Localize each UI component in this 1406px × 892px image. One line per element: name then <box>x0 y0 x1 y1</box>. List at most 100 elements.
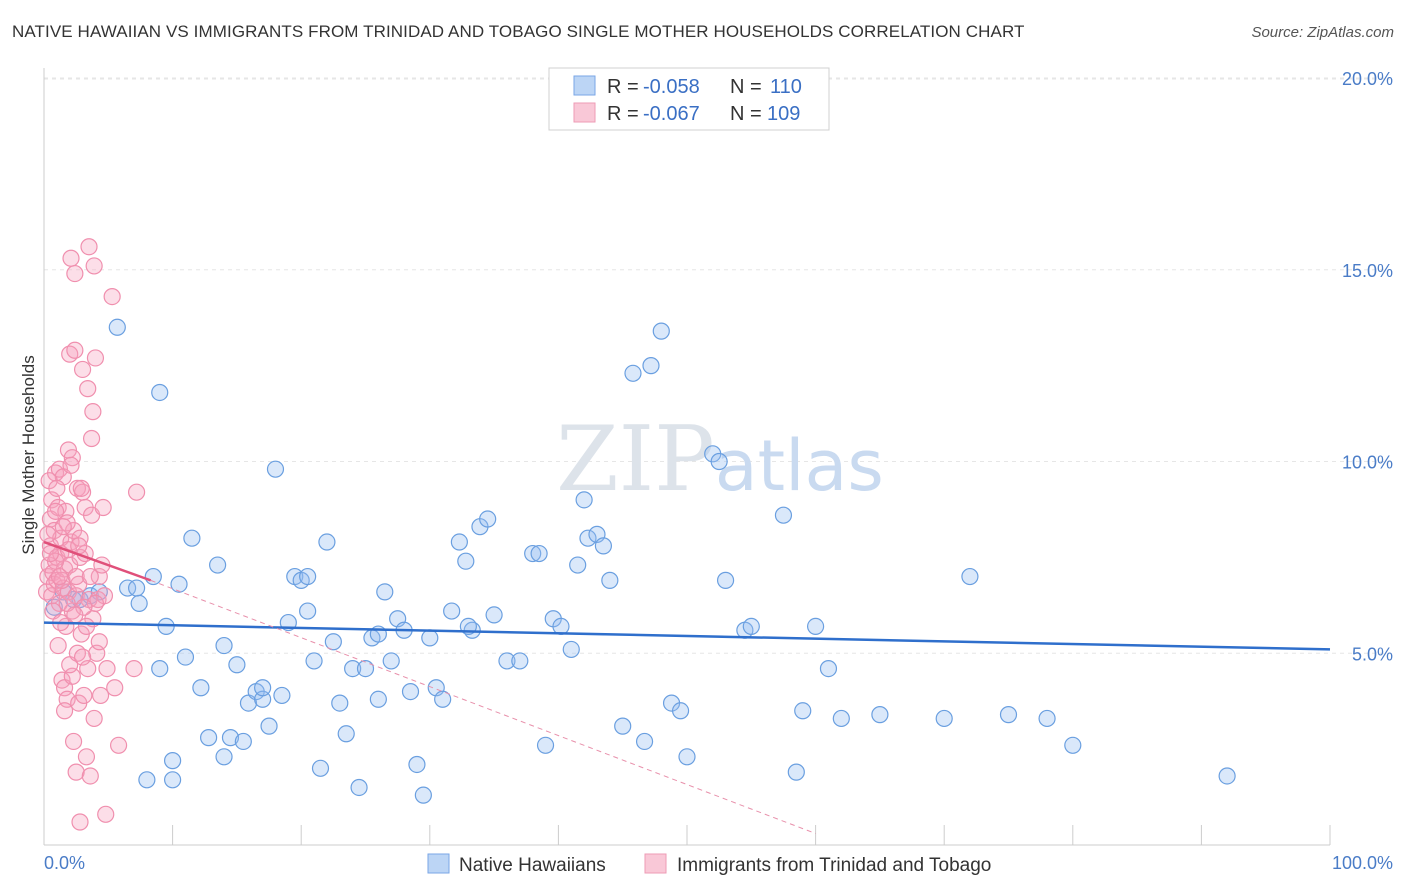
y-axis-label: Single Mother Households <box>19 355 38 554</box>
point-s0-23 <box>228 656 246 674</box>
point-s1-31 <box>62 249 80 267</box>
source-label: Source: ZipAtlas.com <box>1251 24 1394 41</box>
x-tick-label-0: 0.0% <box>44 853 85 873</box>
point-s0-92 <box>794 702 812 720</box>
point-s0-45 <box>369 690 387 708</box>
point-s0-93 <box>806 617 825 636</box>
point-s1-51 <box>77 748 96 766</box>
point-s1-48 <box>75 686 93 705</box>
point-s0-62 <box>485 606 503 624</box>
point-s0-67 <box>536 736 555 754</box>
x-tick-label-1: 100.0% <box>1332 853 1393 873</box>
y-tick-label-0: 5.0% <box>1352 644 1393 664</box>
legend-r-value-0: -0.058 <box>643 76 700 98</box>
legend-swatch-pink <box>573 102 596 123</box>
point-s0-19 <box>200 729 218 747</box>
stats-legend: R = -0.058 N = 110 R = -0.067 N = 109 <box>548 67 830 131</box>
point-s0-63 <box>498 652 516 670</box>
point-s1-84 <box>67 567 85 586</box>
point-s1-74 <box>106 679 124 697</box>
point-s0-98 <box>961 567 979 586</box>
trend-lines <box>43 540 1331 834</box>
point-s0-96 <box>871 706 889 724</box>
point-s0-106 <box>254 679 272 697</box>
y-tick-label-3: 20.0% <box>1342 69 1393 89</box>
point-s0-95 <box>832 709 850 728</box>
point-s0-81 <box>652 322 670 340</box>
bottom-legend-label-1: Immigrants from Trinidad and Tobago <box>677 855 991 876</box>
point-s0-15 <box>170 575 188 593</box>
chart-title: NATIVE HAWAIIAN VS IMMIGRANTS FROM TRINI… <box>12 22 1025 41</box>
point-s0-66 <box>530 544 548 563</box>
point-s1-89 <box>90 633 108 651</box>
legend-swatch-blue <box>573 75 596 96</box>
watermark: ZIPatlas <box>556 407 884 512</box>
point-s0-91 <box>787 763 805 781</box>
point-s1-87 <box>81 567 99 586</box>
series-legend: Native Hawaiians Immigrants from Trinida… <box>427 853 991 876</box>
point-s1-106 <box>66 606 84 624</box>
bottom-legend-label-0: Native Hawaiians <box>459 855 606 876</box>
point-s1-94 <box>55 702 74 720</box>
point-s0-86 <box>710 452 728 471</box>
watermark-zip: ZIP <box>556 407 715 512</box>
point-s0-72 <box>575 491 593 509</box>
point-s0-14 <box>164 752 182 770</box>
point-s0-20 <box>209 556 227 574</box>
point-s1-37 <box>66 341 84 359</box>
point-s1-90 <box>39 525 57 543</box>
point-s1-34 <box>64 732 83 751</box>
trend-line-native-hawaiians <box>43 621 1331 651</box>
tick-labels: 5.0% 10.0% 15.0% 20.0% 0.0% 100.0% <box>44 69 1393 873</box>
grid-lines <box>44 77 1390 654</box>
point-s0-90 <box>774 506 793 524</box>
point-s0-61 <box>479 510 497 528</box>
point-s0-37 <box>318 533 336 551</box>
trend-line-trinidad-extension <box>150 579 816 834</box>
point-s0-58 <box>457 552 475 570</box>
point-s0-50 <box>401 682 420 701</box>
point-s1-57 <box>82 429 101 448</box>
point-s0-51 <box>408 755 426 774</box>
point-s0-57 <box>450 533 468 551</box>
legend-r-label-1: R = <box>607 103 639 125</box>
point-s0-83 <box>671 702 690 720</box>
y-tick-label-1: 10.0% <box>1342 453 1393 473</box>
point-s1-61 <box>85 257 103 275</box>
point-s0-29 <box>266 460 285 478</box>
point-s0-77 <box>614 717 632 735</box>
point-s0-24 <box>234 732 252 751</box>
legend-n-label-1: N = <box>730 103 762 125</box>
point-s0-53 <box>421 629 439 647</box>
point-s0-97 <box>935 709 953 728</box>
trend-line-trinidad <box>43 540 152 582</box>
point-s0-12 <box>151 383 169 402</box>
point-s0-43 <box>356 659 375 678</box>
point-s1-44 <box>71 813 89 831</box>
point-s0-47 <box>382 652 400 670</box>
point-s0-7 <box>118 579 137 597</box>
point-s1-47 <box>73 360 92 379</box>
point-s0-99 <box>999 706 1018 724</box>
point-s1-92 <box>48 479 66 497</box>
point-s0-28 <box>260 717 278 735</box>
point-s0-55 <box>434 690 452 708</box>
point-s1-108 <box>73 648 92 666</box>
point-s0-105 <box>299 567 317 586</box>
point-s0-16 <box>176 648 195 666</box>
point-s0-108 <box>164 771 182 789</box>
point-s0-65 <box>524 544 542 563</box>
point-s0-9 <box>138 771 156 789</box>
point-s0-84 <box>678 748 696 766</box>
point-s1-62 <box>85 709 103 728</box>
point-s0-71 <box>569 556 587 574</box>
point-s0-64 <box>511 652 529 670</box>
legend-n-label-0: N = <box>730 76 762 98</box>
point-s0-76 <box>601 571 619 589</box>
point-s0-11 <box>151 659 169 678</box>
series-native-hawaiians-points <box>45 318 1236 804</box>
point-s1-103 <box>54 518 72 536</box>
point-s0-73 <box>579 529 597 547</box>
point-s0-101 <box>1064 736 1082 754</box>
